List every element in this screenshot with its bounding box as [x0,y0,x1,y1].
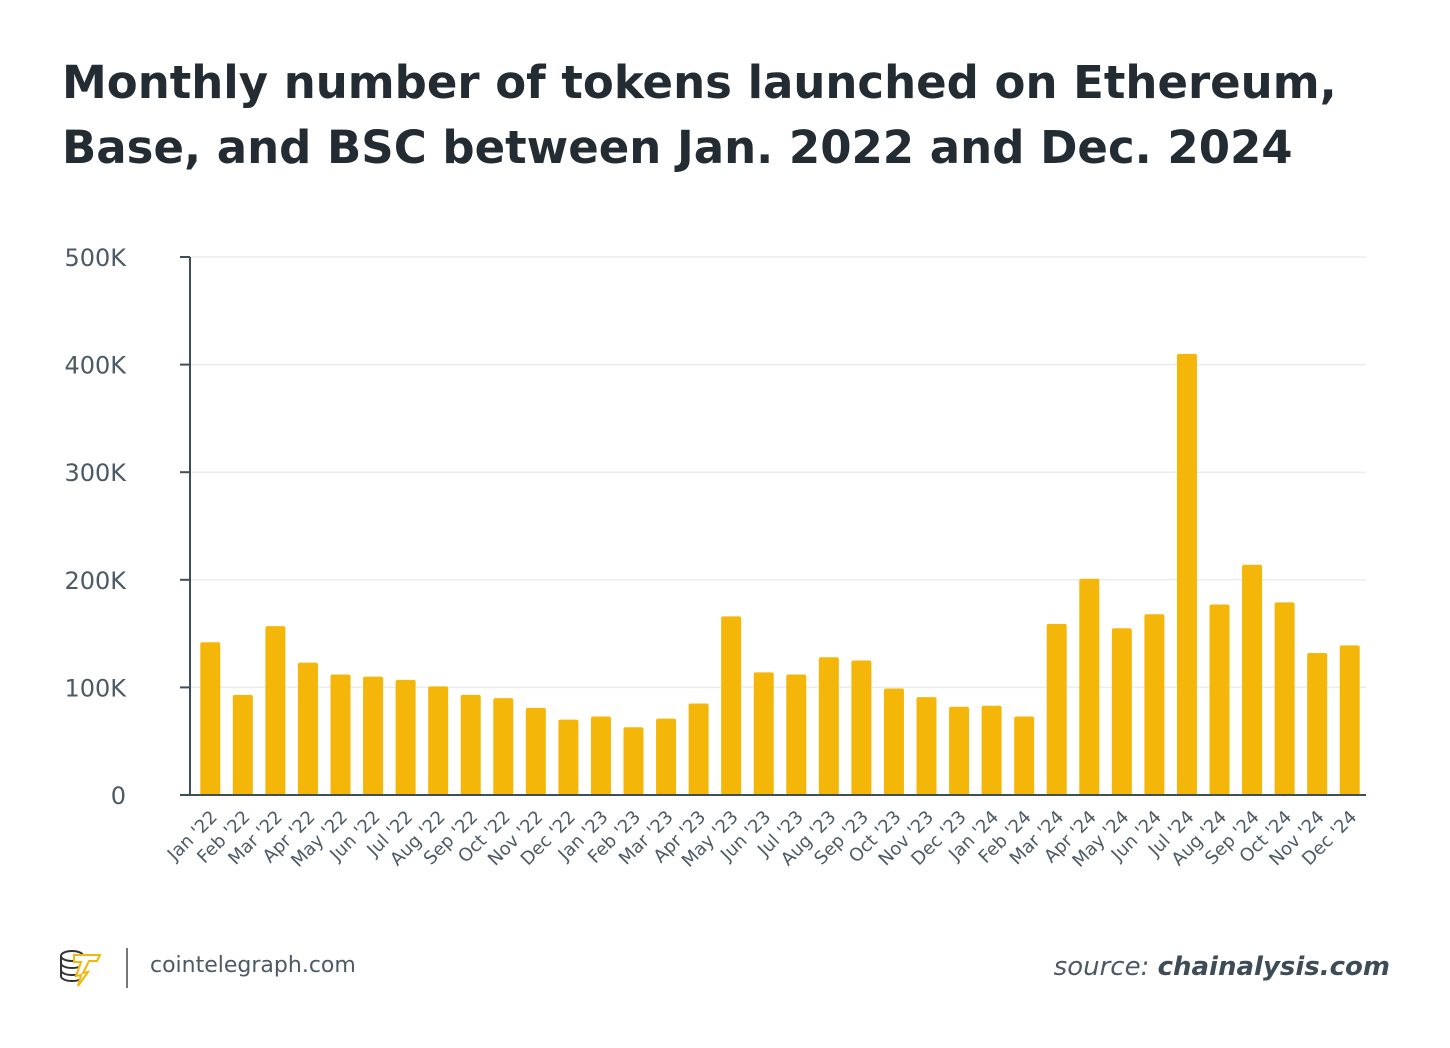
bar-aug-24 [1209,604,1230,795]
bar-dec-24 [1339,645,1360,795]
bar-apr-23 [688,703,709,795]
bar-may-23 [721,616,742,795]
bar-may-22 [330,674,351,795]
bar-jul-23 [786,674,807,795]
footer-divider [126,948,128,988]
bar-jun-23 [753,672,774,795]
source-prefix: source: [1053,952,1158,982]
bar-oct-24 [1274,602,1295,795]
bar-sep-22 [460,694,481,795]
bar-feb-24 [1014,716,1035,795]
source-name: chainalysis.com [1157,952,1390,982]
bar-nov-23 [916,697,937,795]
source-credit: source: chainalysis.com [1054,952,1390,982]
bar-oct-22 [493,698,514,795]
bar-sep-23 [851,660,872,795]
y-tick-label: 400K [64,352,127,380]
bar-nov-22 [525,707,546,795]
bar-feb-23 [623,727,644,795]
bar-apr-22 [297,662,318,795]
bar-jan-24 [981,705,1002,795]
bar-apr-24 [1079,578,1100,795]
bar-mar-24 [1046,623,1067,795]
bar-dec-23 [949,706,970,795]
bar-mar-23 [656,718,677,795]
y-tick-label: 200K [64,567,127,595]
chart-title: Monthly number of tokens launched on Eth… [62,56,1337,174]
bar-sep-24 [1242,564,1263,795]
bar-may-24 [1111,628,1132,795]
bar-jan-23 [590,716,611,795]
bar-jul-22 [395,679,416,795]
bar-dec-22 [558,719,579,795]
y-tick-label: 100K [64,674,127,702]
bar-aug-22 [428,686,449,795]
bar-jan-22 [200,642,221,795]
bar-jun-22 [363,676,384,795]
y-tick-label: 0 [111,782,126,810]
bar-aug-23 [818,657,839,795]
y-tick-label: 500K [64,244,127,272]
bar-feb-22 [232,694,253,795]
bar-nov-24 [1307,652,1328,795]
y-axis-ticks: 0 100K 200K 300K 400K 500K [64,244,190,810]
cointelegraph-logo-icon [58,946,104,992]
bar-jul-24 [1176,353,1197,795]
bars [200,353,1360,795]
site-name: cointelegraph.com [150,953,356,978]
gridlines [190,256,1366,689]
bar-jun-24 [1144,614,1165,795]
bar-oct-23 [883,688,904,795]
bar-mar-22 [265,626,286,795]
y-tick-label: 300K [64,459,127,487]
